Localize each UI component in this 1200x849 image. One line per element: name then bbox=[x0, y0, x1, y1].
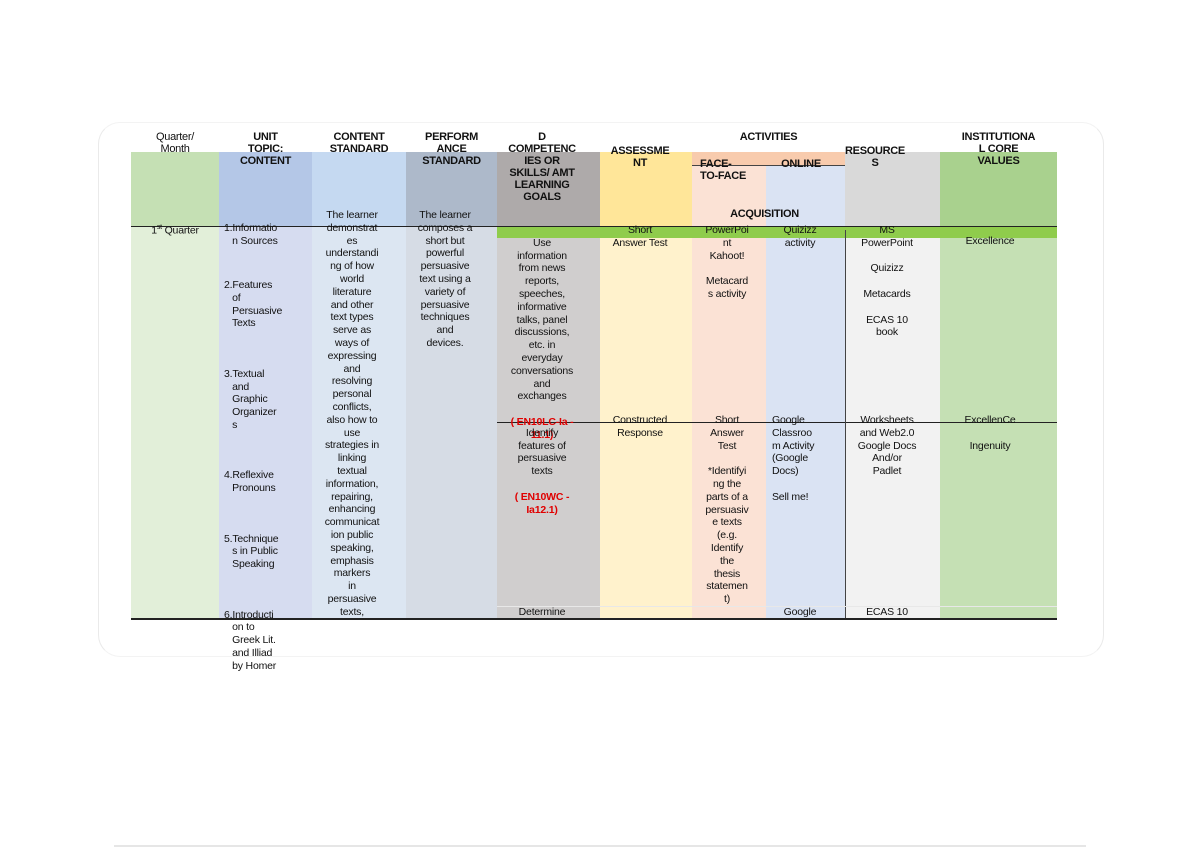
content-std-header-bg bbox=[312, 152, 406, 226]
competency-text: Identify features of persuasive texts bbox=[517, 426, 567, 478]
activities-divider bbox=[692, 165, 845, 166]
activities-subheader-bg bbox=[692, 152, 845, 165]
unit-topic-item: 2.Features of Persuasive Texts bbox=[224, 278, 283, 330]
competency-code: ( EN10LC-Ia - 11.1) bbox=[510, 415, 574, 441]
header-quarter: Quarter/ Month bbox=[156, 131, 194, 155]
header-performance-standard: PERFORM ANCE STANDARD bbox=[422, 131, 481, 167]
header-core-values: INSTITUTIONA L CORE VALUES bbox=[961, 131, 1036, 167]
unit-topic-item: 4.Reflexive Pronouns bbox=[224, 469, 276, 495]
header-unit-topic: UNIT TOPIC: CONTENT bbox=[239, 131, 292, 167]
face-to-face-2: Short Answer Test *Identifyi ng the part… bbox=[705, 414, 749, 606]
perf-std-header-bg bbox=[406, 152, 497, 226]
values-1: Excellence bbox=[965, 235, 1015, 247]
unit-topic-list: 1.Informatio n Sources 2.Features of Per… bbox=[224, 209, 312, 685]
row-highlight-bar bbox=[497, 226, 1057, 238]
competency-3: Determine bbox=[518, 606, 566, 618]
unit-body-bg bbox=[219, 226, 312, 619]
row-divider bbox=[497, 422, 1057, 423]
content-standard-text: The learner demonstrat es understandi ng… bbox=[324, 209, 380, 618]
online-2: Google Classroo m Activity (Google Docs)… bbox=[772, 414, 815, 503]
next-page-edge bbox=[114, 845, 1086, 847]
unit-topic-item: 6.Introducti on to Greek Lit. and Illiad… bbox=[224, 608, 277, 672]
online-1: Quizizz activity bbox=[783, 224, 817, 249]
header-resources: RESOURCE S bbox=[845, 145, 905, 169]
unit-header-bg bbox=[219, 152, 312, 226]
resources-2: Worksheets and Web2.0 Google Docs And/or… bbox=[857, 414, 917, 478]
assessment-1: Short Answer Test bbox=[612, 224, 668, 249]
unit-topic-item: 3.Textual and Graphic Organizer s bbox=[224, 367, 277, 431]
perf-std-body-bg bbox=[406, 226, 497, 619]
header-assessment: ASSESSME NT bbox=[610, 145, 670, 169]
unit-topic-item: 1.Informatio n Sources bbox=[224, 221, 278, 247]
values-header-bg bbox=[940, 152, 1057, 226]
f2f-body-bg bbox=[692, 165, 766, 619]
resources-left-border bbox=[845, 230, 846, 618]
resources-1: MS PowerPoint Quizizz Metacards ECAS 10 … bbox=[861, 224, 913, 339]
values-2: ExcellenCe Ingenuity bbox=[964, 414, 1016, 452]
resources-header-bg bbox=[845, 152, 940, 226]
online-body-bg bbox=[766, 165, 845, 619]
header-activities: ACTIVITIES bbox=[739, 131, 798, 143]
unit-topic-item: 5.Technique s in Public Speaking bbox=[224, 532, 279, 571]
performance-standard-text: The learner composes a short but powerfu… bbox=[417, 209, 473, 349]
table-bottom-border bbox=[131, 618, 1057, 620]
header-online: ONLINE bbox=[781, 158, 821, 170]
header-acquisition: ACQUISITION bbox=[730, 208, 799, 220]
row3-divider bbox=[497, 606, 1057, 607]
competency-2: Identify features of persuasive texts ( … bbox=[497, 414, 587, 529]
content-std-body-bg bbox=[312, 226, 406, 619]
assessment-2: Constructed Response bbox=[612, 414, 668, 439]
quarter-header-bg bbox=[131, 152, 219, 226]
resources-3: ECAS 10 bbox=[866, 606, 908, 618]
quarter-label: 1st Quarter bbox=[151, 223, 199, 237]
page-frame bbox=[98, 122, 1104, 657]
header-competencies: D COMPETENC IES OR SKILLS/ AMT LEARNING … bbox=[508, 131, 576, 203]
header-face-to-face: FACE- TO-FACE bbox=[700, 158, 746, 182]
assessment-header-bg bbox=[600, 152, 692, 226]
header-divider bbox=[131, 226, 1057, 227]
competency-header-bg bbox=[497, 152, 600, 226]
online-3: Google bbox=[783, 606, 817, 618]
quarter-body-bg bbox=[131, 226, 219, 619]
competency-1: Use information from news reports, speec… bbox=[497, 224, 587, 454]
header-content-standard: CONTENT STANDARD bbox=[329, 131, 389, 155]
competency-text: Use information from news reports, speec… bbox=[510, 236, 574, 403]
face-to-face-1: PowerPoi nt Kahoot! Metacard s activity bbox=[705, 224, 749, 300]
competency-code: ( EN10WC - Ia12.1) bbox=[514, 490, 570, 516]
